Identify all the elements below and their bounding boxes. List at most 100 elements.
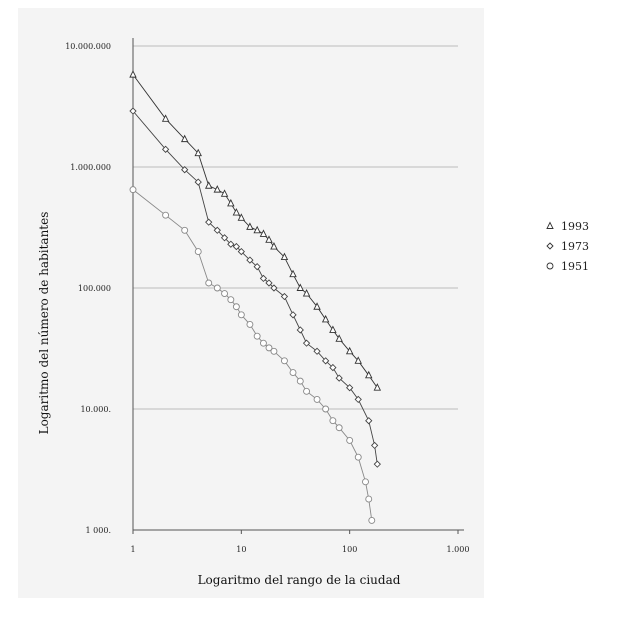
data-point-1973	[302, 339, 311, 347]
data-point-1993	[220, 189, 229, 197]
data-point-1973	[296, 326, 304, 334]
data-point-1973	[194, 178, 202, 186]
data-point-1993	[246, 222, 254, 230]
data-point-1973	[232, 242, 241, 251]
data-point-1993	[213, 185, 222, 193]
data-point-1973	[246, 256, 254, 264]
data-point-1993	[204, 181, 213, 189]
data-point-1973	[313, 347, 321, 355]
data-point-1993	[345, 346, 354, 355]
legend-layer: 1993 1973 1951	[546, 220, 589, 273]
data-point-1951	[194, 248, 202, 256]
y-tick-label: 1 000.	[86, 526, 111, 535]
y-tick-label: 10.000.	[80, 405, 111, 414]
data-point-1993	[129, 70, 137, 78]
plot-panel	[18, 8, 484, 598]
data-point-1951	[354, 453, 362, 461]
x-tick-label: 10	[236, 545, 246, 554]
data-point-1973	[354, 395, 362, 404]
data-point-1951	[313, 395, 321, 403]
data-point-1973	[161, 145, 170, 153]
data-point-1993	[253, 225, 261, 234]
x-tick-label: 1.000	[447, 545, 470, 554]
data-point-1951	[232, 303, 240, 311]
series-line-1973	[132, 110, 378, 465]
legend-marker-1993	[546, 221, 554, 229]
data-point-1973	[321, 357, 330, 365]
data-point-1973	[237, 247, 245, 256]
data-point-1951	[237, 311, 245, 319]
y-tick-label: 100.000	[78, 284, 111, 293]
data-point-1993	[373, 383, 382, 391]
data-point-1973	[265, 279, 273, 287]
data-point-1951	[322, 405, 330, 413]
data-point-1973	[289, 311, 297, 319]
data-point-1951	[280, 357, 288, 365]
data-point-1973	[280, 292, 289, 301]
data-point-1951	[221, 290, 229, 297]
data-point-1993	[354, 356, 362, 364]
data-point-1951	[265, 344, 273, 352]
data-point-1951	[296, 377, 304, 385]
data-point-1951	[365, 495, 373, 503]
data-point-1951	[246, 320, 254, 328]
data-point-1993	[180, 134, 189, 143]
data-point-1951	[162, 211, 170, 219]
data-point-1993	[237, 213, 246, 221]
data-point-1993	[296, 283, 305, 291]
data-point-1993	[365, 370, 373, 379]
data-point-1993	[194, 148, 202, 157]
data-point-1973	[253, 263, 261, 271]
series-layer	[129, 70, 382, 524]
y-axis-title: Logaritmo del número de habitantes	[37, 212, 51, 435]
data-point-1993	[232, 208, 241, 216]
data-point-1951	[213, 284, 221, 292]
data-point-1993	[335, 334, 343, 342]
data-point-1993	[280, 252, 289, 261]
data-point-1973	[129, 107, 137, 115]
legend-marker-1973	[546, 242, 554, 250]
data-point-1993	[227, 198, 235, 207]
axes-layer: 10.000.000 1.000.000 100.000 10.000. 1 000. 1…	[65, 38, 469, 554]
legend-marker-1951	[546, 262, 554, 270]
data-point-1951	[181, 226, 189, 234]
legend-label-1993: 1993	[561, 220, 589, 233]
x-axis-title: Logaritmo del rango de la ciudad	[198, 573, 401, 587]
data-point-1951	[129, 186, 137, 194]
data-point-1973	[227, 240, 235, 248]
data-point-1973	[259, 274, 268, 283]
legend-label-1951: 1951	[561, 260, 589, 273]
data-point-1993	[289, 269, 297, 278]
legend-label-1973: 1973	[561, 240, 589, 253]
data-point-1951	[205, 279, 213, 287]
data-point-1993	[313, 302, 321, 310]
data-point-1951	[329, 417, 337, 425]
data-point-1993	[302, 289, 311, 297]
data-point-1951	[270, 347, 278, 355]
data-point-1973	[220, 234, 229, 242]
data-point-1951	[253, 332, 261, 340]
y-tick-label: 1.000.000	[70, 163, 111, 172]
data-point-1973	[270, 284, 278, 292]
data-point-1993	[329, 325, 337, 333]
data-point-1951	[259, 339, 267, 347]
data-point-1973	[181, 166, 189, 174]
grid-layer	[133, 45, 458, 531]
data-point-1993	[161, 114, 170, 122]
data-point-1951	[362, 478, 369, 486]
data-point-1993	[265, 235, 273, 243]
data-point-1973	[335, 374, 343, 382]
data-point-1973	[205, 218, 213, 226]
data-point-1951	[289, 369, 297, 377]
data-point-1973	[365, 417, 373, 425]
data-point-1973	[373, 460, 381, 468]
data-point-1993	[270, 242, 278, 250]
data-point-1951	[303, 387, 311, 395]
data-point-1951	[227, 296, 235, 304]
data-point-1993	[259, 229, 268, 237]
data-point-1973	[213, 226, 221, 234]
data-point-1951	[368, 516, 376, 524]
data-point-1973	[329, 363, 337, 372]
y-tick-label: 10.000.000	[65, 42, 111, 51]
